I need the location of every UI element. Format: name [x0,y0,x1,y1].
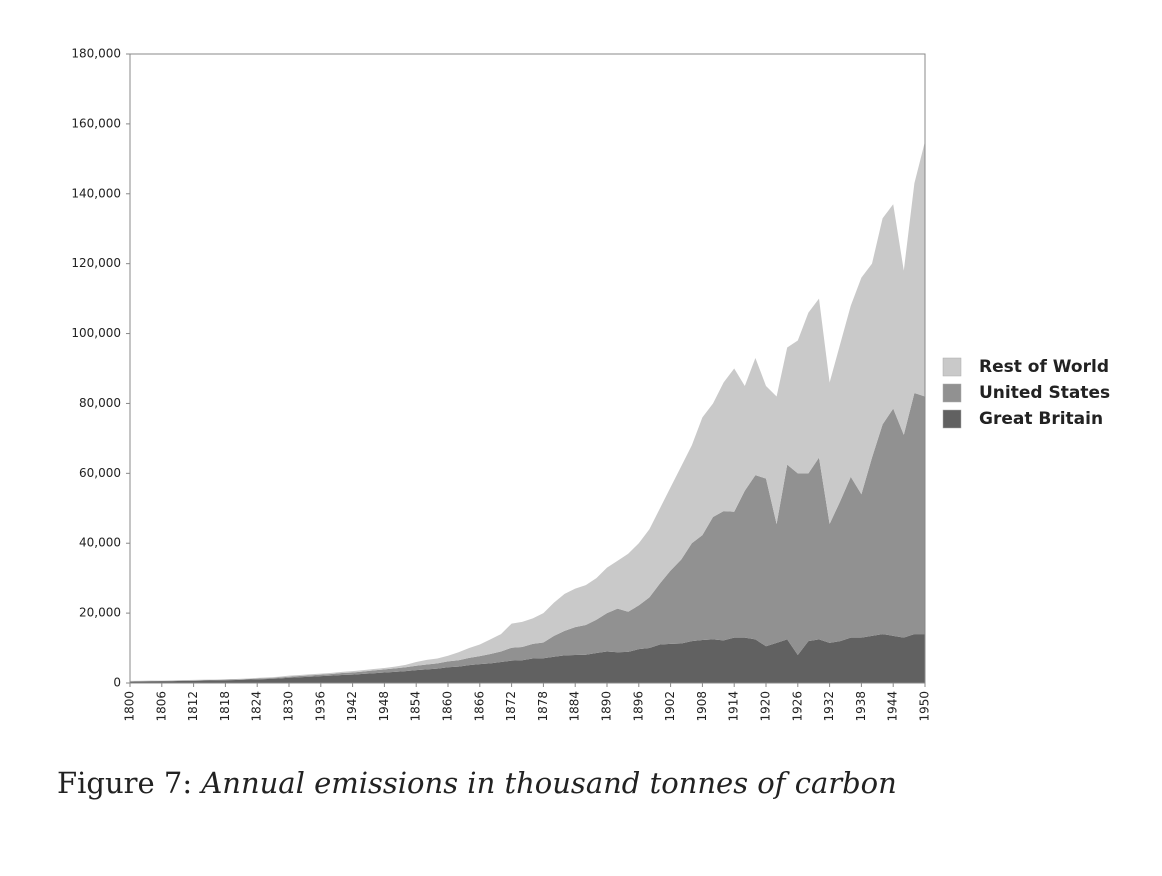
x-tick-label: 1942 [345,691,359,722]
x-tick-label: 1948 [377,691,391,722]
area [130,141,925,682]
x-tick-label: 1830 [282,691,296,722]
legend-label: United States [979,383,1110,403]
x-tick-label: 1950 [918,691,932,722]
y-tick-label: 20,000 [79,606,121,620]
x-tick-label: 1872 [504,691,518,722]
x-tick-label: 1936 [313,691,327,722]
y-tick-label: 80,000 [79,396,121,410]
legend-swatch [942,357,962,377]
x-tick-label: 1890 [600,691,614,722]
caption-text: Annual emissions in thousand tonnes of c… [198,766,896,800]
plot-frame [129,53,926,684]
x-tick-label: 1926 [790,691,804,722]
x-tick-label: 1920 [759,691,773,722]
x-tick-label: 1854 [409,691,423,722]
legend-label: Rest of World [979,357,1109,377]
x-tick-label: 1914 [727,691,741,722]
legend-swatch [942,383,962,403]
x-tick-label: 1818 [218,691,232,722]
legend-label: Great Britain [979,409,1103,429]
x-tick-label: 1824 [250,691,264,722]
x-tick-label: 1812 [186,691,200,722]
x-tick-label: 1944 [886,691,900,722]
x-tick-label: 1884 [568,691,582,722]
y-tick-label: 180,000 [71,47,121,61]
y-tick-label: 140,000 [71,186,121,200]
x-tick-label: 1860 [441,691,455,722]
x-tick-label: 1896 [631,691,645,722]
x-tick-label: 1878 [536,691,550,722]
caption: Figure 7: Annual emissions in thousand t… [57,766,897,800]
y-tick-label: 100,000 [71,326,121,340]
x-tick-label: 1800 [123,691,137,722]
y-tick-label: 0 [113,676,121,690]
x-tick-label: 1938 [854,691,868,722]
y-tick-label: 160,000 [71,116,121,130]
x-tick-label: 1806 [154,691,168,722]
area [130,392,925,682]
y-tick-label: 60,000 [79,466,121,480]
y-tick-label: 40,000 [79,536,121,550]
x-tick-label: 1866 [472,691,486,722]
x-tick-label: 1908 [695,691,709,722]
y-tick-label: 120,000 [71,256,121,270]
legend-swatch [942,409,962,429]
x-tick-label: 1902 [663,691,677,722]
area [130,634,925,683]
x-tick-label: 1932 [822,691,836,722]
caption-label: Figure 7: [57,766,192,800]
